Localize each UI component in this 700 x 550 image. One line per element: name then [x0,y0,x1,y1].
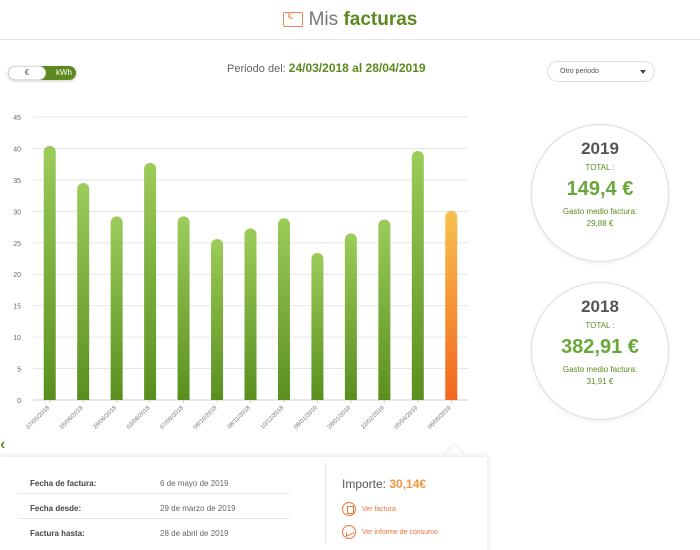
bar [277,218,290,400]
y-tick-label: 10 [13,335,21,342]
bar-base [177,394,190,400]
bar-base [110,394,123,400]
bar [244,228,257,400]
x-tick-label: 22/02/2019 [360,405,386,431]
bar-base [445,394,458,400]
chevron-left-icon[interactable]: ‹ [0,436,6,453]
total-amount: 149,4 € [566,178,634,200]
chart-icon [342,525,356,539]
y-tick-label: 25 [13,241,21,248]
detail-row-factura-hasta: Factura hasta: 28 de abril de 2019 [18,519,290,544]
bar [144,162,157,400]
x-tick-label: 08/10/2018 [193,405,219,431]
x-tick-label: 26/06/2018 [93,405,119,431]
avg-label: Gasto medio factura: [562,365,638,374]
avg-value: 29,88 € [586,219,614,228]
link-label: Ver factura [362,505,396,513]
detail-label: Fecha de factura: [30,479,97,488]
year-summary-2019: 2019 TOTAL : 149,4 € Gasto medio factura… [531,124,669,262]
y-tick-label: 40 [13,146,21,153]
page-title: Mis facturas [309,9,418,31]
envelope-euro-icon [282,11,303,27]
detail-value: 6 de mayo de 2019 [160,479,229,488]
bar [77,183,90,400]
total-label: TOTAL : [585,163,615,172]
bar-base [311,394,324,400]
divider [325,463,326,543]
importe-label: Importe: [342,477,387,491]
x-tick-label: 05/06/2018 [59,405,85,431]
caret-down-icon [640,70,646,74]
total-label: TOTAL : [585,321,615,330]
y-tick-label: 0 [17,398,21,405]
detail-value: 29 de marzo de 2019 [160,504,236,513]
x-tick-label: 06/05/2019 [427,405,453,431]
bar [177,216,190,400]
bar-selected [445,210,458,400]
toggle-eur-option[interactable]: € [8,66,46,80]
period-select-value: Otro periodo [560,68,599,75]
bar [344,233,357,400]
x-tick-label: 03/08/2018 [126,405,152,431]
bar-base [378,394,391,400]
y-tick-label: 30 [13,209,21,216]
bar-base [77,394,90,400]
importe-value: 30,14€ [389,477,427,491]
total-amount: 382,91 € [561,336,639,358]
year-label: 2019 [581,139,619,158]
unit-toggle[interactable]: € kWh [8,66,76,80]
bar [411,150,424,400]
invoice-details-panel: Fecha de factura: 6 de mayo de 2019 Fech… [0,457,487,550]
x-tick-label: 08/01/2019 [293,405,319,431]
detail-row-fecha-desde: Fecha desde: 29 de marzo de 2019 [18,494,290,519]
x-tick-label: 10/12/2018 [260,405,286,431]
x-tick-label: 28/01/2019 [327,405,353,431]
y-tick-label: 5 [17,367,21,374]
x-tick-label: 05/04/2019 [394,405,420,431]
title-bold: facturas [343,8,418,30]
detail-label: Fecha desde: [30,504,82,513]
bar [311,252,324,400]
x-tick-label: 07/09/2018 [160,405,186,431]
link-label: Ver informe de consumo [362,528,438,536]
bar [110,216,123,400]
x-tick-label: 07/05/2018 [26,405,52,431]
document-icon [342,502,356,516]
toggle-kwh-option[interactable]: kWh [56,68,72,77]
period-value: 24/03/2018 al 28/04/2019 [288,61,426,75]
y-tick-label: 20 [13,272,21,279]
bar-base [277,394,290,400]
bar-base [43,394,56,400]
importe: Importe: 30,14€ [342,477,426,491]
ver-informe-link[interactable]: Ver informe de consumo [342,525,438,539]
year-label: 2018 [581,297,619,316]
detail-value: 28 de abril de 2019 [160,529,229,538]
y-tick-label: 45 [13,115,21,122]
avg-label: Gasto medio factura: [562,207,638,216]
detail-row-fecha-factura: Fecha de factura: 6 de mayo de 2019 [18,469,290,494]
detail-label: Factura hasta: [30,529,85,538]
bar [43,145,56,400]
period-select[interactable]: Otro periodo [547,61,655,82]
period-display: Periodo del: 24/03/2018 al 28/04/2019 [227,61,426,75]
bar [378,219,391,400]
invoices-bar-chart: 0 5 10 15 20 25 30 35 40 45 07/05/2018 05/06/2018 26… [13,115,468,431]
y-tick-label: 15 [13,304,21,311]
bar-base [211,394,224,400]
y-tick-label: 35 [13,178,21,185]
year-summary-2018: 2018 TOTAL : 382,91 € Gasto medio factur… [531,282,669,420]
bar [211,239,224,400]
bar-base [344,394,357,400]
x-tick-label: 08/11/2018 [227,405,253,431]
page-header: Mis facturas [0,0,700,40]
bar-base [144,394,157,400]
avg-value: 31,91 € [586,377,614,386]
title-prefix: Mis [308,8,339,30]
ver-factura-link[interactable]: Ver factura [342,502,396,516]
period-label: Periodo del: [227,63,286,75]
bar-base [244,394,257,400]
bar-base [411,394,424,400]
